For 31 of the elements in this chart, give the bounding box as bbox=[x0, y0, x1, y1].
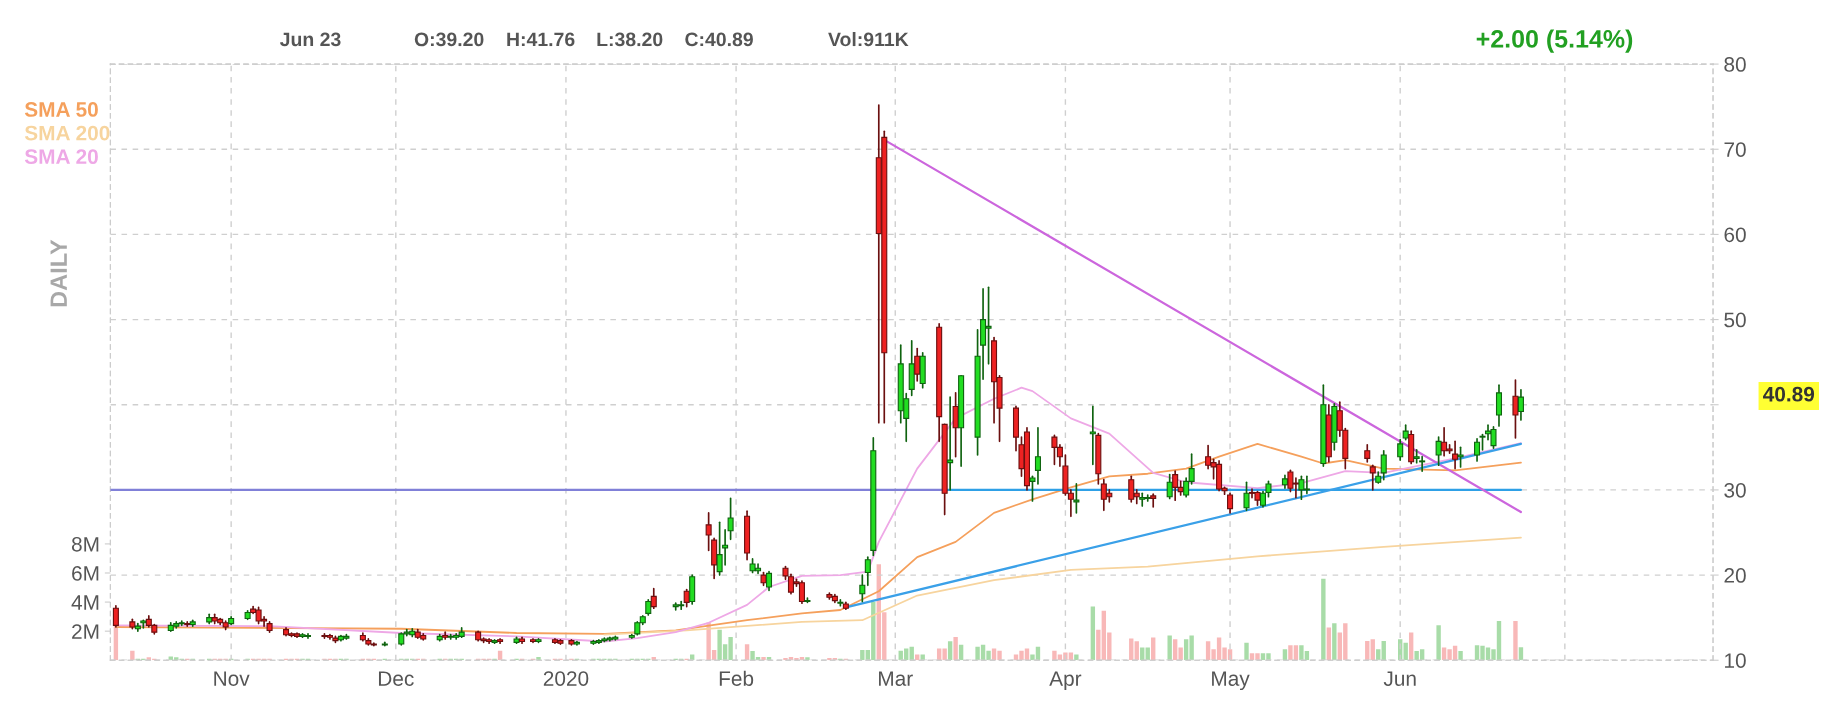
y-tick-label: 60 bbox=[1724, 227, 1746, 243]
y-tick-label: 70 bbox=[1724, 142, 1746, 157]
x-tick-label: Apr bbox=[1049, 671, 1082, 691]
text: SMA 20 bbox=[24, 149, 98, 165]
y2-tick-label: 8M bbox=[71, 536, 99, 552]
x-tick-label: Mar bbox=[879, 671, 913, 686]
y-tick-label: 50 bbox=[1724, 312, 1746, 328]
x-tick-label: Dec bbox=[378, 671, 414, 686]
y-tick-label: 30 bbox=[1724, 482, 1746, 498]
text: H:41.76 bbox=[507, 32, 575, 47]
text: +2.00 (5.14%) bbox=[1476, 29, 1633, 53]
x-tick-label: Jun bbox=[1383, 671, 1416, 686]
text: 40.89 bbox=[1763, 386, 1815, 402]
x-tick-label: 2020 bbox=[543, 671, 589, 686]
y-tick-label: 20 bbox=[1724, 568, 1746, 583]
text: SMA 50 bbox=[24, 102, 98, 117]
text: L:38.20 bbox=[597, 32, 663, 47]
y2-tick-label: 6M bbox=[72, 566, 99, 581]
y-tick-label: 80 bbox=[1724, 57, 1746, 72]
text: C:40.89 bbox=[685, 32, 753, 47]
y-tick-label: 10 bbox=[1725, 653, 1746, 668]
text: O:39.20 bbox=[414, 32, 484, 47]
x-tick-label: Nov bbox=[214, 671, 250, 686]
y2-tick-label: 4M bbox=[71, 595, 99, 610]
text: Jun 23 bbox=[279, 32, 341, 47]
text: Vol:911K bbox=[828, 31, 909, 47]
y2-tick-label: 2M bbox=[72, 624, 99, 639]
text: DAILY bbox=[50, 239, 67, 307]
text: SMA 200 bbox=[24, 125, 110, 141]
x-tick-label: Feb bbox=[719, 670, 754, 686]
x-tick-label: May bbox=[1212, 671, 1250, 691]
